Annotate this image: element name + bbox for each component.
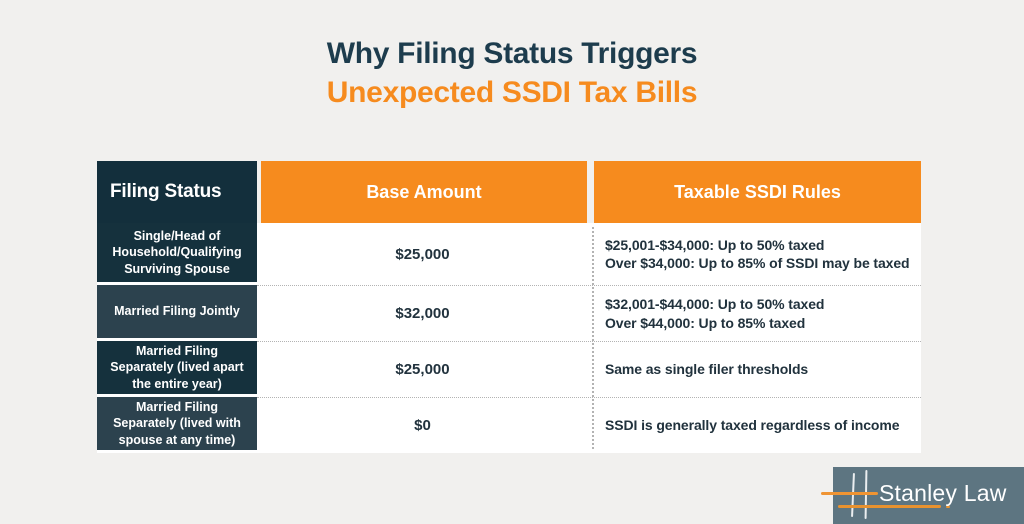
row-status-married-jointly: Married Filing Jointly — [97, 285, 257, 338]
header-base-amount: Base Amount — [261, 161, 587, 223]
row-status-married-separately-apart: Married Filing Separately (lived apart t… — [97, 341, 257, 394]
table-header-row: Filing Status Base Amount Taxable SSDI R… — [97, 161, 921, 223]
stanley-law-logo: Stanley Law — [821, 467, 1024, 524]
taxable-rules-value: $25,001-$34,000: Up to 50% taxed Over $3… — [605, 236, 910, 271]
hash-brush-icon — [821, 467, 1024, 524]
logo-wordmark: Stanley Law — [879, 480, 1007, 506]
taxable-rules-value: $32,001-$44,000: Up to 50% taxed Over $4… — [605, 296, 825, 331]
table-body: Single/Head of Household/Qualifying Surv… — [97, 223, 921, 453]
column-divider-dotted — [592, 227, 594, 449]
header-taxable-rules: Taxable SSDI Rules — [594, 161, 921, 223]
base-amount-value: $25,000 — [395, 361, 450, 378]
logo-vertical-stroke — [851, 472, 855, 518]
logo-orange-stroke — [838, 505, 941, 508]
ssdi-tax-table: Filing Status Base Amount Taxable SSDI R… — [97, 161, 921, 453]
logo-orange-dot — [946, 506, 950, 508]
title-line-1: Why Filing Status Triggers — [326, 37, 698, 70]
table-row: Married Filing Separately (lived with sp… — [97, 397, 921, 453]
row-status-single: Single/Head of Household/Qualifying Surv… — [97, 223, 257, 282]
base-amount-value: $0 — [414, 417, 431, 434]
table-row: Single/Head of Household/Qualifying Surv… — [97, 223, 921, 285]
title-line-2: Unexpected SSDI Tax Bills — [326, 76, 698, 109]
row-values: $25,000 $25,001-$34,000: Up to 50% taxed… — [257, 223, 921, 285]
header-gap — [587, 161, 594, 223]
table-row: Married Filing Jointly $32,000 $32,001-$… — [97, 285, 921, 341]
page-title: Why Filing Status Triggers Unexpected SS… — [0, 34, 1024, 112]
row-values: $32,000 $32,001-$44,000: Up to 50% taxed… — [257, 285, 921, 341]
base-amount-value: $32,000 — [395, 305, 450, 322]
taxable-rules-value: Same as single filer thresholds — [605, 361, 809, 378]
row-status-married-separately-together: Married Filing Separately (lived with sp… — [97, 397, 257, 450]
header-filing-status: Filing Status — [97, 161, 257, 223]
table-row: Married Filing Separately (lived apart t… — [97, 341, 921, 397]
base-amount-value: $25,000 — [395, 245, 450, 263]
row-values: $25,000 Same as single filer thresholds — [257, 341, 921, 397]
taxable-rules-value: SSDI is generally taxed regardless of in… — [605, 417, 900, 434]
row-values: $0 SSDI is generally taxed regardless of… — [257, 397, 921, 453]
logo-orange-stroke — [821, 492, 878, 495]
